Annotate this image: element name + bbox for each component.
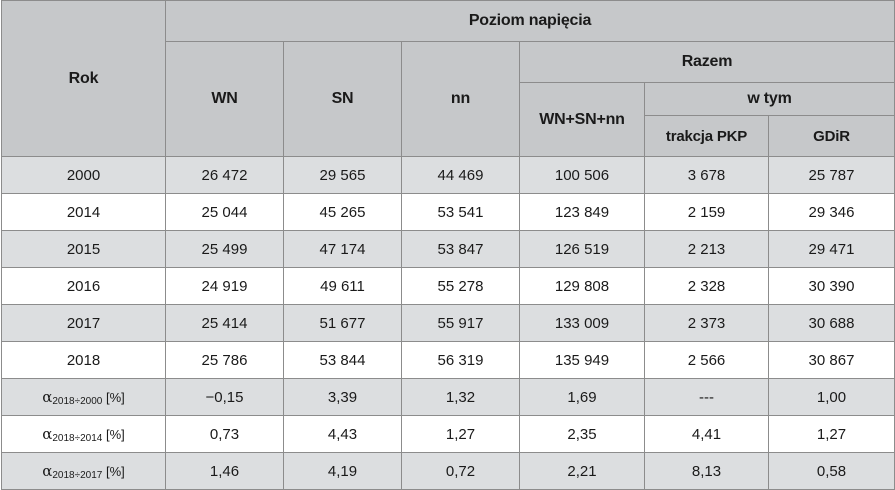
cell-wn: 26 472 — [165, 156, 284, 194]
cell-sn: 53 844 — [283, 341, 402, 379]
cell-nn: 53 541 — [401, 193, 520, 231]
cell-rok: 2015 — [1, 230, 166, 268]
cell-gdir: 30 867 — [768, 341, 895, 379]
table-row: 2015 25 499 47 174 53 847 126 519 2 213 … — [1, 230, 895, 268]
cell-wn: 25 499 — [165, 230, 284, 268]
cell-nn: 1,27 — [401, 415, 520, 453]
cell-nn: 55 278 — [401, 267, 520, 305]
cell-rok: 2016 — [1, 267, 166, 305]
alpha-unit: [%] — [102, 426, 125, 442]
cell-gdir: 29 471 — [768, 230, 895, 268]
header-wn-sn-nn: WN+SN+nn — [519, 82, 645, 157]
cell-rok: 2017 — [1, 304, 166, 342]
cell-sum: 126 519 — [519, 230, 645, 268]
header-gdir: GDiR — [768, 115, 895, 157]
cell-sum: 2,35 — [519, 415, 645, 453]
cell-pkp: 2 213 — [644, 230, 769, 268]
cell-pkp: 4,41 — [644, 415, 769, 453]
cell-sum: 2,21 — [519, 452, 645, 490]
cell-alpha-label: α2018÷2017 [%] — [1, 452, 166, 490]
cell-wn: 25 414 — [165, 304, 284, 342]
cell-wn: 24 919 — [165, 267, 284, 305]
cell-sn: 4,43 — [283, 415, 402, 453]
table-row: 2014 25 044 45 265 53 541 123 849 2 159 … — [1, 193, 895, 231]
cell-wn: 25 044 — [165, 193, 284, 231]
cell-wn: 25 786 — [165, 341, 284, 379]
cell-nn: 53 847 — [401, 230, 520, 268]
header-nn: nn — [401, 41, 520, 157]
table-row: 2018 25 786 53 844 56 319 135 949 2 566 … — [1, 341, 895, 379]
cell-sum: 123 849 — [519, 193, 645, 231]
cell-pkp: 2 328 — [644, 267, 769, 305]
alpha-symbol: α — [42, 387, 53, 406]
header-razem: Razem — [519, 41, 895, 83]
header-wn: WN — [165, 41, 284, 157]
cell-sum: 100 506 — [519, 156, 645, 194]
cell-sum: 135 949 — [519, 341, 645, 379]
cell-gdir: 29 346 — [768, 193, 895, 231]
table-row: 2017 25 414 51 677 55 917 133 009 2 373 … — [1, 304, 895, 342]
cell-pkp: 2 373 — [644, 304, 769, 342]
cell-gdir: 25 787 — [768, 156, 895, 194]
cell-alpha-label: α2018÷2014 [%] — [1, 415, 166, 453]
cell-sn: 29 565 — [283, 156, 402, 194]
alpha-subscript: 2018÷2000 — [52, 395, 103, 407]
cell-wn: 0,73 — [165, 415, 284, 453]
cell-gdir: 30 390 — [768, 267, 895, 305]
header-w-tym: w tym — [644, 82, 895, 116]
header-sn: SN — [283, 41, 402, 157]
table-row: 2016 24 919 49 611 55 278 129 808 2 328 … — [1, 267, 895, 305]
cell-pkp: 2 159 — [644, 193, 769, 231]
cell-pkp: 3 678 — [644, 156, 769, 194]
cell-nn: 44 469 — [401, 156, 520, 194]
cell-sum: 129 808 — [519, 267, 645, 305]
cell-wn: −0,15 — [165, 378, 284, 416]
cell-nn: 56 319 — [401, 341, 520, 379]
cell-nn: 55 917 — [401, 304, 520, 342]
cell-nn: 0,72 — [401, 452, 520, 490]
cell-alpha-label: α2018÷2000 [%] — [1, 378, 166, 416]
table-row-alpha: α2018÷2017 [%] 1,46 4,19 0,72 2,21 8,13 … — [1, 452, 895, 490]
alpha-symbol: α — [42, 461, 53, 480]
cell-pkp: --- — [644, 378, 769, 416]
cell-sum: 1,69 — [519, 378, 645, 416]
cell-rok: 2014 — [1, 193, 166, 231]
header-poziom-napiecia: Poziom napięcia — [165, 0, 895, 42]
cell-rok: 2000 — [1, 156, 166, 194]
cell-sn: 51 677 — [283, 304, 402, 342]
cell-rok: 2018 — [1, 341, 166, 379]
cell-sn: 3,39 — [283, 378, 402, 416]
alpha-subscript: 2018÷2017 — [52, 469, 103, 481]
cell-wn: 1,46 — [165, 452, 284, 490]
table-row: 2000 26 472 29 565 44 469 100 506 3 678 … — [1, 156, 895, 194]
cell-sn: 4,19 — [283, 452, 402, 490]
cell-gdir: 1,00 — [768, 378, 895, 416]
cell-sn: 45 265 — [283, 193, 402, 231]
cell-gdir: 30 688 — [768, 304, 895, 342]
table-row-alpha: α2018÷2014 [%] 0,73 4,43 1,27 2,35 4,41 … — [1, 415, 895, 453]
alpha-unit: [%] — [102, 463, 125, 479]
cell-sum: 133 009 — [519, 304, 645, 342]
cell-nn: 1,32 — [401, 378, 520, 416]
cell-gdir: 0,58 — [768, 452, 895, 490]
alpha-symbol: α — [42, 424, 53, 443]
alpha-subscript: 2018÷2014 — [52, 432, 103, 444]
cell-pkp: 2 566 — [644, 341, 769, 379]
cell-pkp: 8,13 — [644, 452, 769, 490]
header-rok: Rok — [1, 0, 166, 157]
cell-sn: 47 174 — [283, 230, 402, 268]
cell-gdir: 1,27 — [768, 415, 895, 453]
header-trakcja-pkp: trakcja PKP — [644, 115, 769, 157]
cell-sn: 49 611 — [283, 267, 402, 305]
alpha-unit: [%] — [102, 389, 125, 405]
table-row-alpha: α2018÷2000 [%] −0,15 3,39 1,32 1,69 --- … — [1, 378, 895, 416]
